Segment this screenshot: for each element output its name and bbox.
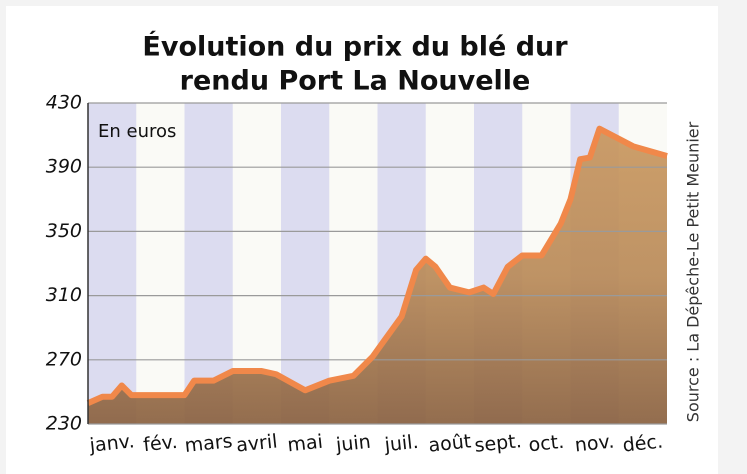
y-tick-label: 230 [46,413,82,435]
chart-title: rendu Port La Nouvelle [180,66,531,97]
x-tick-label: janv. [88,430,136,457]
month-band [184,103,233,424]
area-fill [88,128,667,424]
price-line [86,125,668,406]
month-band [281,103,330,424]
x-tick-label: fév. [142,431,178,456]
chart-title: Évolution du prix du blé dur [142,31,568,63]
x-tick-label: août [427,430,472,456]
y-tick-label: 350 [46,220,82,242]
x-tick-label: mai [286,431,324,457]
y-tick-label: 430 [46,92,82,114]
x-tick-label: avril [235,430,278,456]
x-tick-label: déc. [622,430,664,456]
y-tick-label: 270 [46,348,82,370]
unit-note: En euros [98,121,176,142]
x-tick-label: mars [184,430,234,457]
y-tick-label: 310 [46,284,82,306]
x-tick-label: juil. [383,431,420,457]
x-tick-label: sept. [473,430,522,457]
x-tick-label: juin [334,431,372,457]
x-tick-label: nov. [574,430,616,456]
x-tick-label: oct. [527,431,565,457]
source: Source : La Dépêche-Le Petit Meunier [684,121,703,422]
y-tick-label: 390 [46,156,82,178]
month-band [88,103,137,424]
